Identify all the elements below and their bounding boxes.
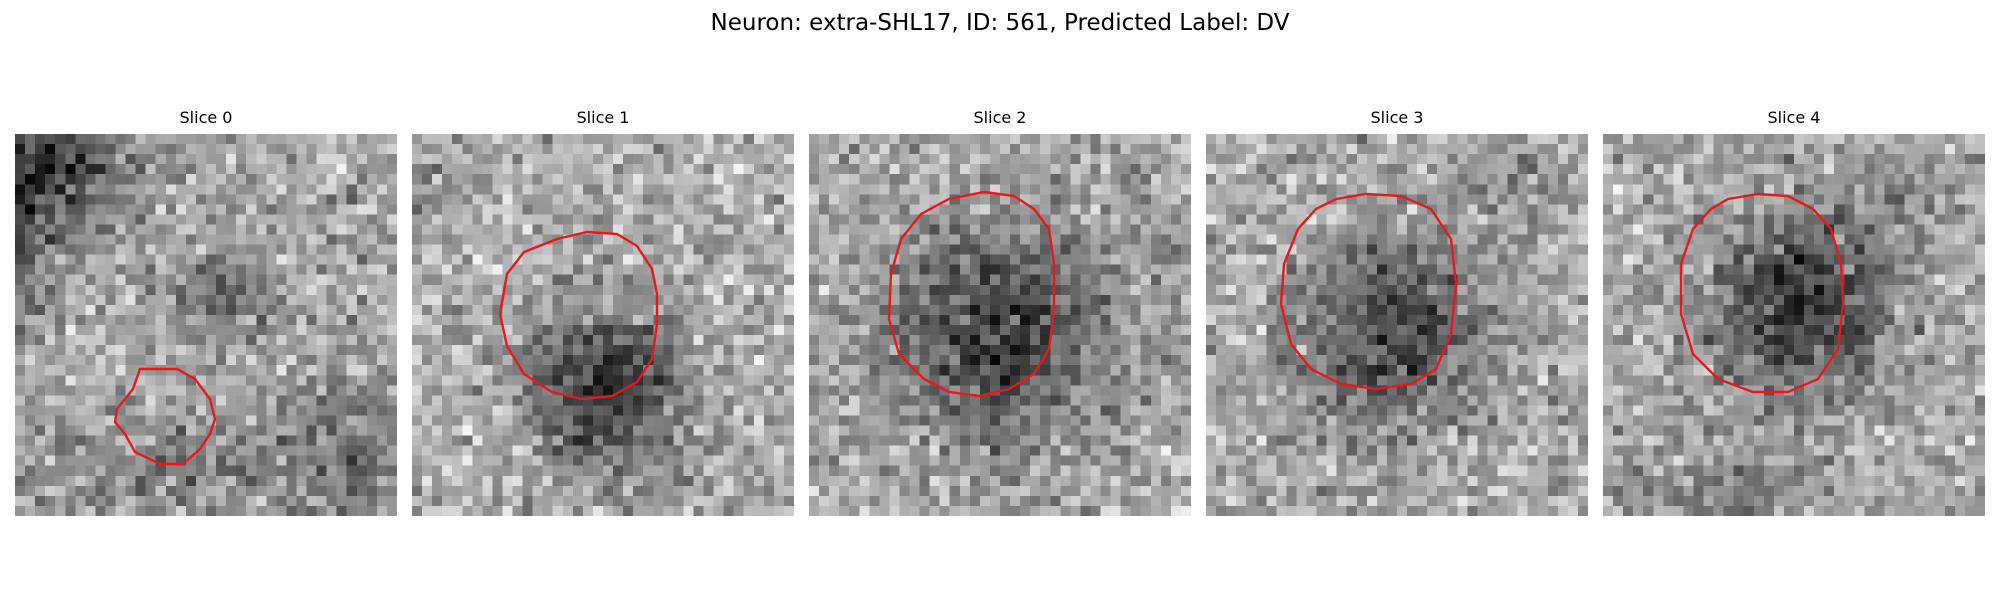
slice-title-1: Slice 1 [576, 108, 630, 127]
slice-image-4 [1603, 134, 1985, 516]
slice-panel-2: Slice 2 [809, 108, 1191, 516]
slice-contour-4 [1679, 192, 1845, 394]
slice-contour-3 [1279, 192, 1458, 391]
slice-image-2 [809, 134, 1191, 516]
slice-image-1 [412, 134, 794, 516]
slice-contour-2 [887, 190, 1056, 398]
slice-panel-1: Slice 1 [412, 108, 794, 516]
figure-title: Neuron: extra-SHL17, ID: 561, Predicted … [710, 10, 1290, 36]
slice-panel-0: Slice 0 [15, 108, 397, 516]
slice-contour-1 [498, 230, 659, 401]
slice-image-0 [15, 134, 397, 516]
slice-image-3 [1206, 134, 1588, 516]
slice-panel-4: Slice 4 [1603, 108, 1985, 516]
slice-panel-3: Slice 3 [1206, 108, 1588, 516]
slice-title-0: Slice 0 [179, 108, 233, 127]
slice-title-3: Slice 3 [1370, 108, 1424, 127]
slice-title-4: Slice 4 [1767, 108, 1821, 127]
slice-contour-0 [113, 367, 217, 466]
slice-title-2: Slice 2 [973, 108, 1027, 127]
